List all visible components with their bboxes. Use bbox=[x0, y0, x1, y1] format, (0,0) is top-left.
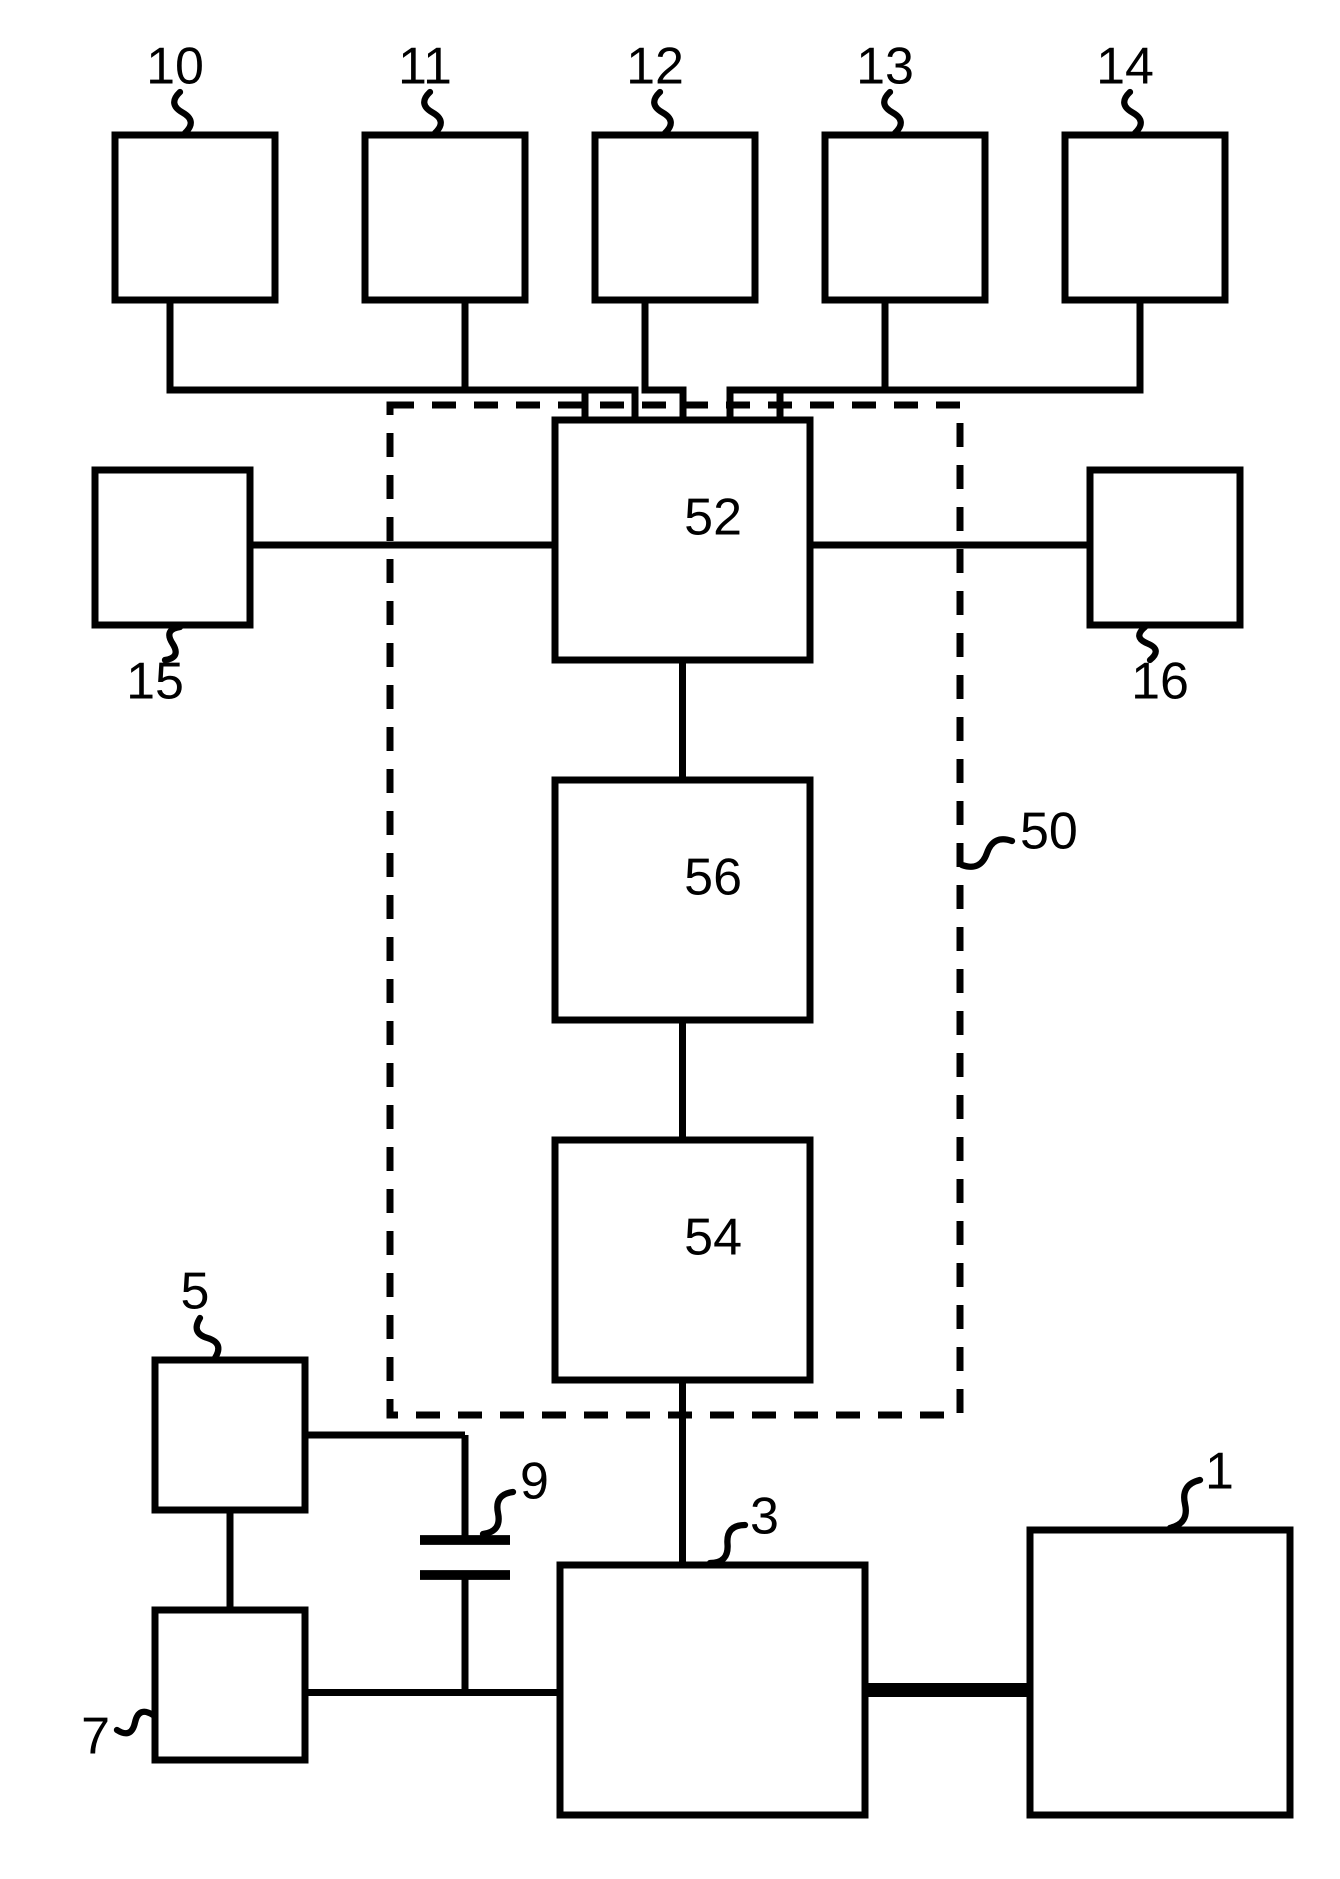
b10 bbox=[115, 135, 275, 300]
b52 bbox=[555, 420, 810, 660]
b54 bbox=[555, 1140, 810, 1380]
label: 12 bbox=[626, 38, 684, 96]
label: 9 bbox=[520, 1453, 549, 1511]
b15 bbox=[95, 470, 250, 625]
label: 54 bbox=[684, 1209, 742, 1267]
dashed-group-50 bbox=[390, 405, 960, 1415]
label: 5 bbox=[181, 1263, 210, 1321]
label: 16 bbox=[1131, 653, 1189, 711]
label: 14 bbox=[1096, 38, 1154, 96]
b12 bbox=[595, 135, 755, 300]
label: 11 bbox=[398, 38, 452, 96]
label: 15 bbox=[126, 653, 184, 711]
b1 bbox=[1030, 1530, 1290, 1815]
label: 10 bbox=[146, 38, 204, 96]
b14 bbox=[1065, 135, 1225, 300]
label: 3 bbox=[750, 1488, 779, 1546]
b7 bbox=[155, 1610, 305, 1760]
label: 52 bbox=[684, 489, 742, 547]
label: 50 bbox=[1020, 803, 1078, 861]
label: 1 bbox=[1205, 1443, 1234, 1501]
b16 bbox=[1090, 470, 1240, 625]
label: 13 bbox=[856, 38, 914, 96]
b13 bbox=[825, 135, 985, 300]
label: 56 bbox=[684, 849, 742, 907]
b11 bbox=[365, 135, 525, 300]
b5 bbox=[155, 1360, 305, 1510]
label: 7 bbox=[81, 1708, 110, 1766]
b3 bbox=[560, 1565, 865, 1815]
b56 bbox=[555, 780, 810, 1020]
